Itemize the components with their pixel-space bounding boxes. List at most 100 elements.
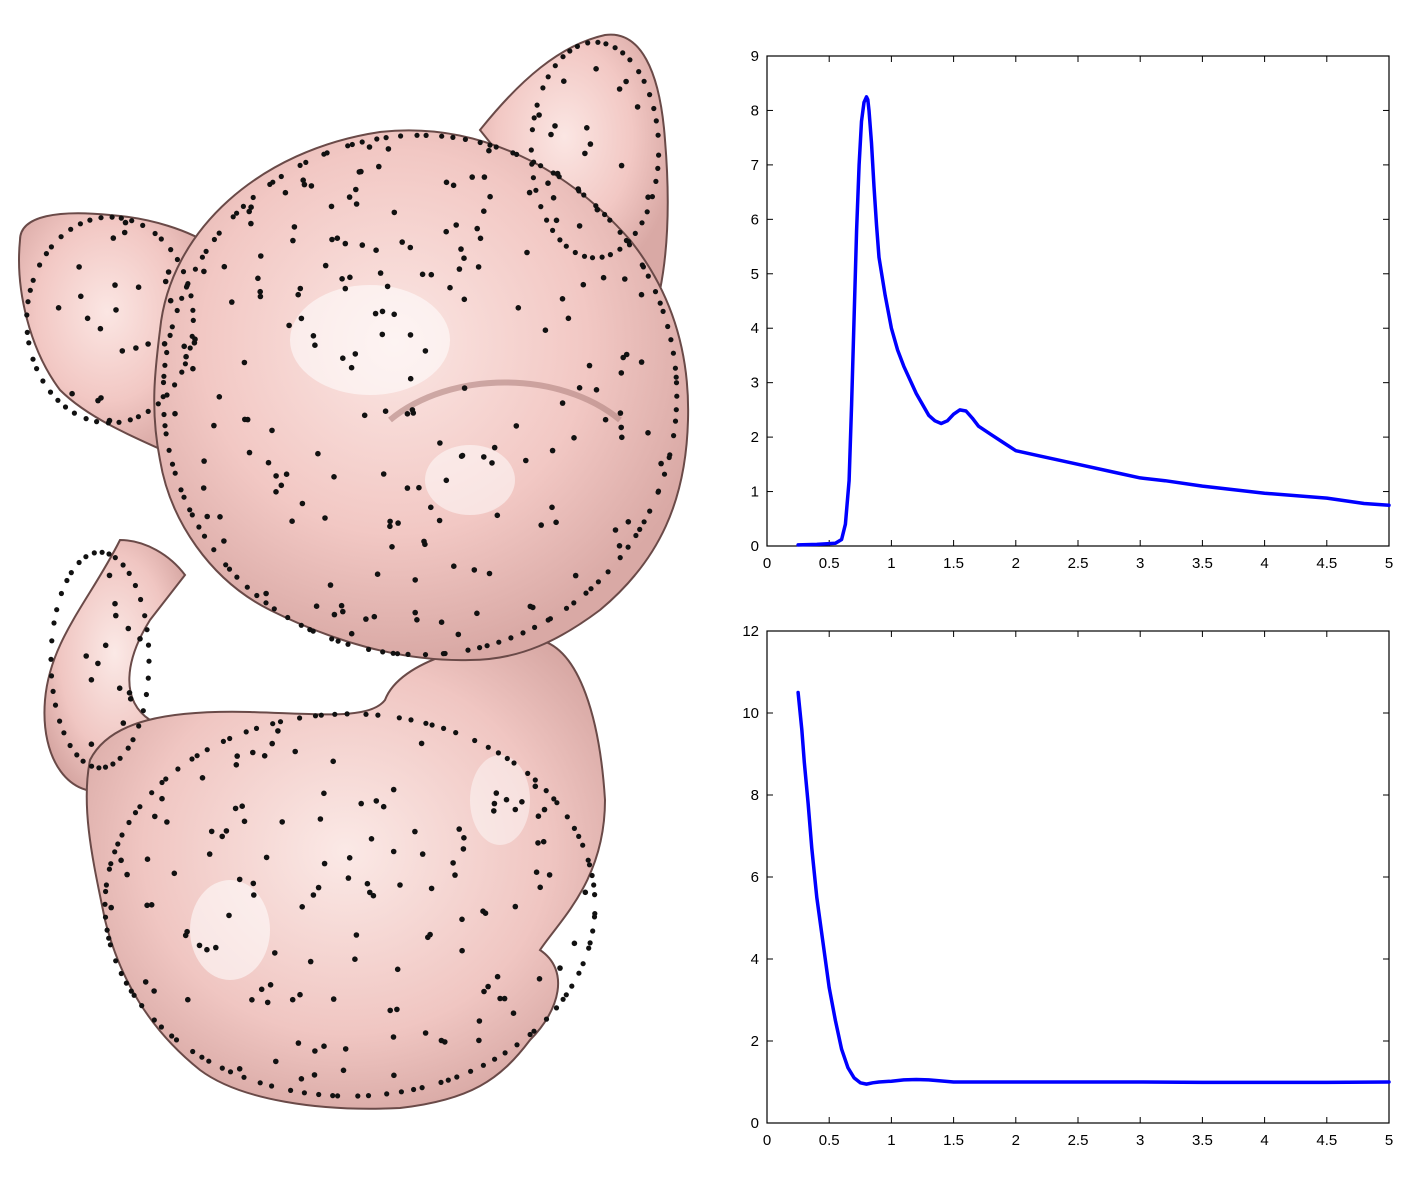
rim-point — [657, 300, 663, 306]
rim-point — [359, 139, 365, 145]
sample-point — [263, 590, 269, 597]
rim-point — [211, 547, 217, 553]
sample-point — [481, 208, 487, 214]
rim-point — [330, 1093, 336, 1099]
rim-point — [118, 215, 124, 221]
rim-point — [253, 725, 260, 732]
sample-point — [477, 235, 484, 242]
rim-point — [30, 356, 36, 362]
sample-point — [282, 189, 289, 196]
sample-point — [512, 903, 519, 910]
rim-point — [493, 144, 499, 150]
rim-point — [324, 150, 330, 156]
sample-point — [127, 696, 134, 702]
rim-point — [534, 102, 540, 108]
rim-point — [586, 862, 593, 868]
x-tick-label-1-2: 1 — [887, 1132, 895, 1149]
rim-point — [645, 273, 651, 279]
sample-point — [310, 892, 317, 898]
sample-point — [358, 800, 365, 807]
sample-point — [456, 266, 463, 272]
rim-point — [57, 718, 63, 724]
rim-point — [204, 747, 210, 753]
rim-point — [187, 345, 193, 351]
series-line-top-curve — [796, 95, 1391, 547]
rim-point — [71, 410, 77, 416]
right-ear — [478, 33, 669, 292]
rim-point — [590, 928, 596, 934]
rim-point — [77, 221, 83, 227]
rim-point — [303, 159, 309, 165]
rim-point — [527, 1031, 533, 1038]
rim-point — [48, 656, 54, 662]
rim-point — [131, 992, 137, 998]
sample-point — [242, 416, 248, 423]
rim-point — [257, 1080, 263, 1086]
sample-point — [535, 813, 542, 819]
sample-point — [125, 625, 132, 632]
rim-point — [462, 136, 468, 142]
rim-point — [591, 882, 597, 888]
rim-point — [125, 745, 131, 751]
sample-point — [359, 242, 366, 248]
sample-point — [476, 1037, 482, 1044]
rim-point — [194, 753, 200, 759]
top-line-chart: 0 0.5 1 1.5 2 2.5 3 3.5 4 4.5 5 0 1 2 3 4 5 6 7 8 9 — [751, 48, 1394, 572]
rim-point — [602, 211, 608, 218]
sample-point — [142, 979, 149, 985]
body-highlight — [190, 880, 270, 980]
x-tick-label-0-4: 2 — [1012, 555, 1020, 572]
sample-point — [456, 826, 463, 832]
sample-point — [443, 228, 450, 235]
rim-point — [633, 532, 639, 539]
rim-point — [580, 842, 586, 848]
rim-point — [67, 742, 73, 749]
y-tick-label-0-4: 4 — [751, 320, 759, 337]
rim-point — [161, 373, 167, 379]
sample-point — [519, 799, 525, 805]
rim-point — [203, 248, 209, 254]
sample-point — [126, 690, 133, 696]
sample-point — [290, 237, 296, 244]
sample-point — [148, 902, 155, 908]
sample-point — [249, 997, 255, 1003]
rim-point — [55, 397, 61, 403]
sample-point — [513, 423, 520, 429]
sample-point — [542, 327, 549, 334]
sample-point — [447, 284, 453, 291]
x-tick-label-0-9: 4.5 — [1316, 555, 1337, 572]
rim-point — [563, 243, 569, 249]
x-tick-label-1-5: 2.5 — [1068, 1132, 1089, 1149]
rim-point — [560, 54, 566, 60]
sample-point — [95, 660, 101, 667]
sample-point — [645, 194, 651, 200]
rim-point — [190, 307, 196, 313]
rim-point — [301, 1090, 307, 1096]
rim-point — [298, 622, 304, 628]
sample-point — [334, 235, 341, 241]
rim-point — [179, 369, 185, 375]
rim-point — [297, 715, 303, 721]
sample-point — [269, 740, 276, 747]
sample-point — [532, 783, 539, 790]
rim-point — [666, 454, 672, 461]
rim-point — [550, 170, 556, 176]
sample-point — [481, 454, 487, 460]
rim-point — [661, 471, 668, 477]
sample-point — [538, 522, 544, 528]
rim-point — [673, 374, 679, 380]
sample-point — [377, 270, 384, 276]
rim-point — [126, 819, 132, 826]
sample-point — [264, 999, 271, 1006]
sample-point — [530, 604, 536, 611]
rim-point — [174, 307, 180, 314]
sample-point — [536, 976, 543, 982]
sample-point — [239, 803, 245, 809]
rim-point — [672, 418, 679, 424]
rim-point — [588, 586, 594, 592]
sample-point — [461, 835, 467, 841]
rim-point — [190, 317, 196, 323]
sample-point — [102, 642, 109, 649]
rim-point — [603, 41, 609, 47]
rim-point — [173, 1037, 180, 1043]
